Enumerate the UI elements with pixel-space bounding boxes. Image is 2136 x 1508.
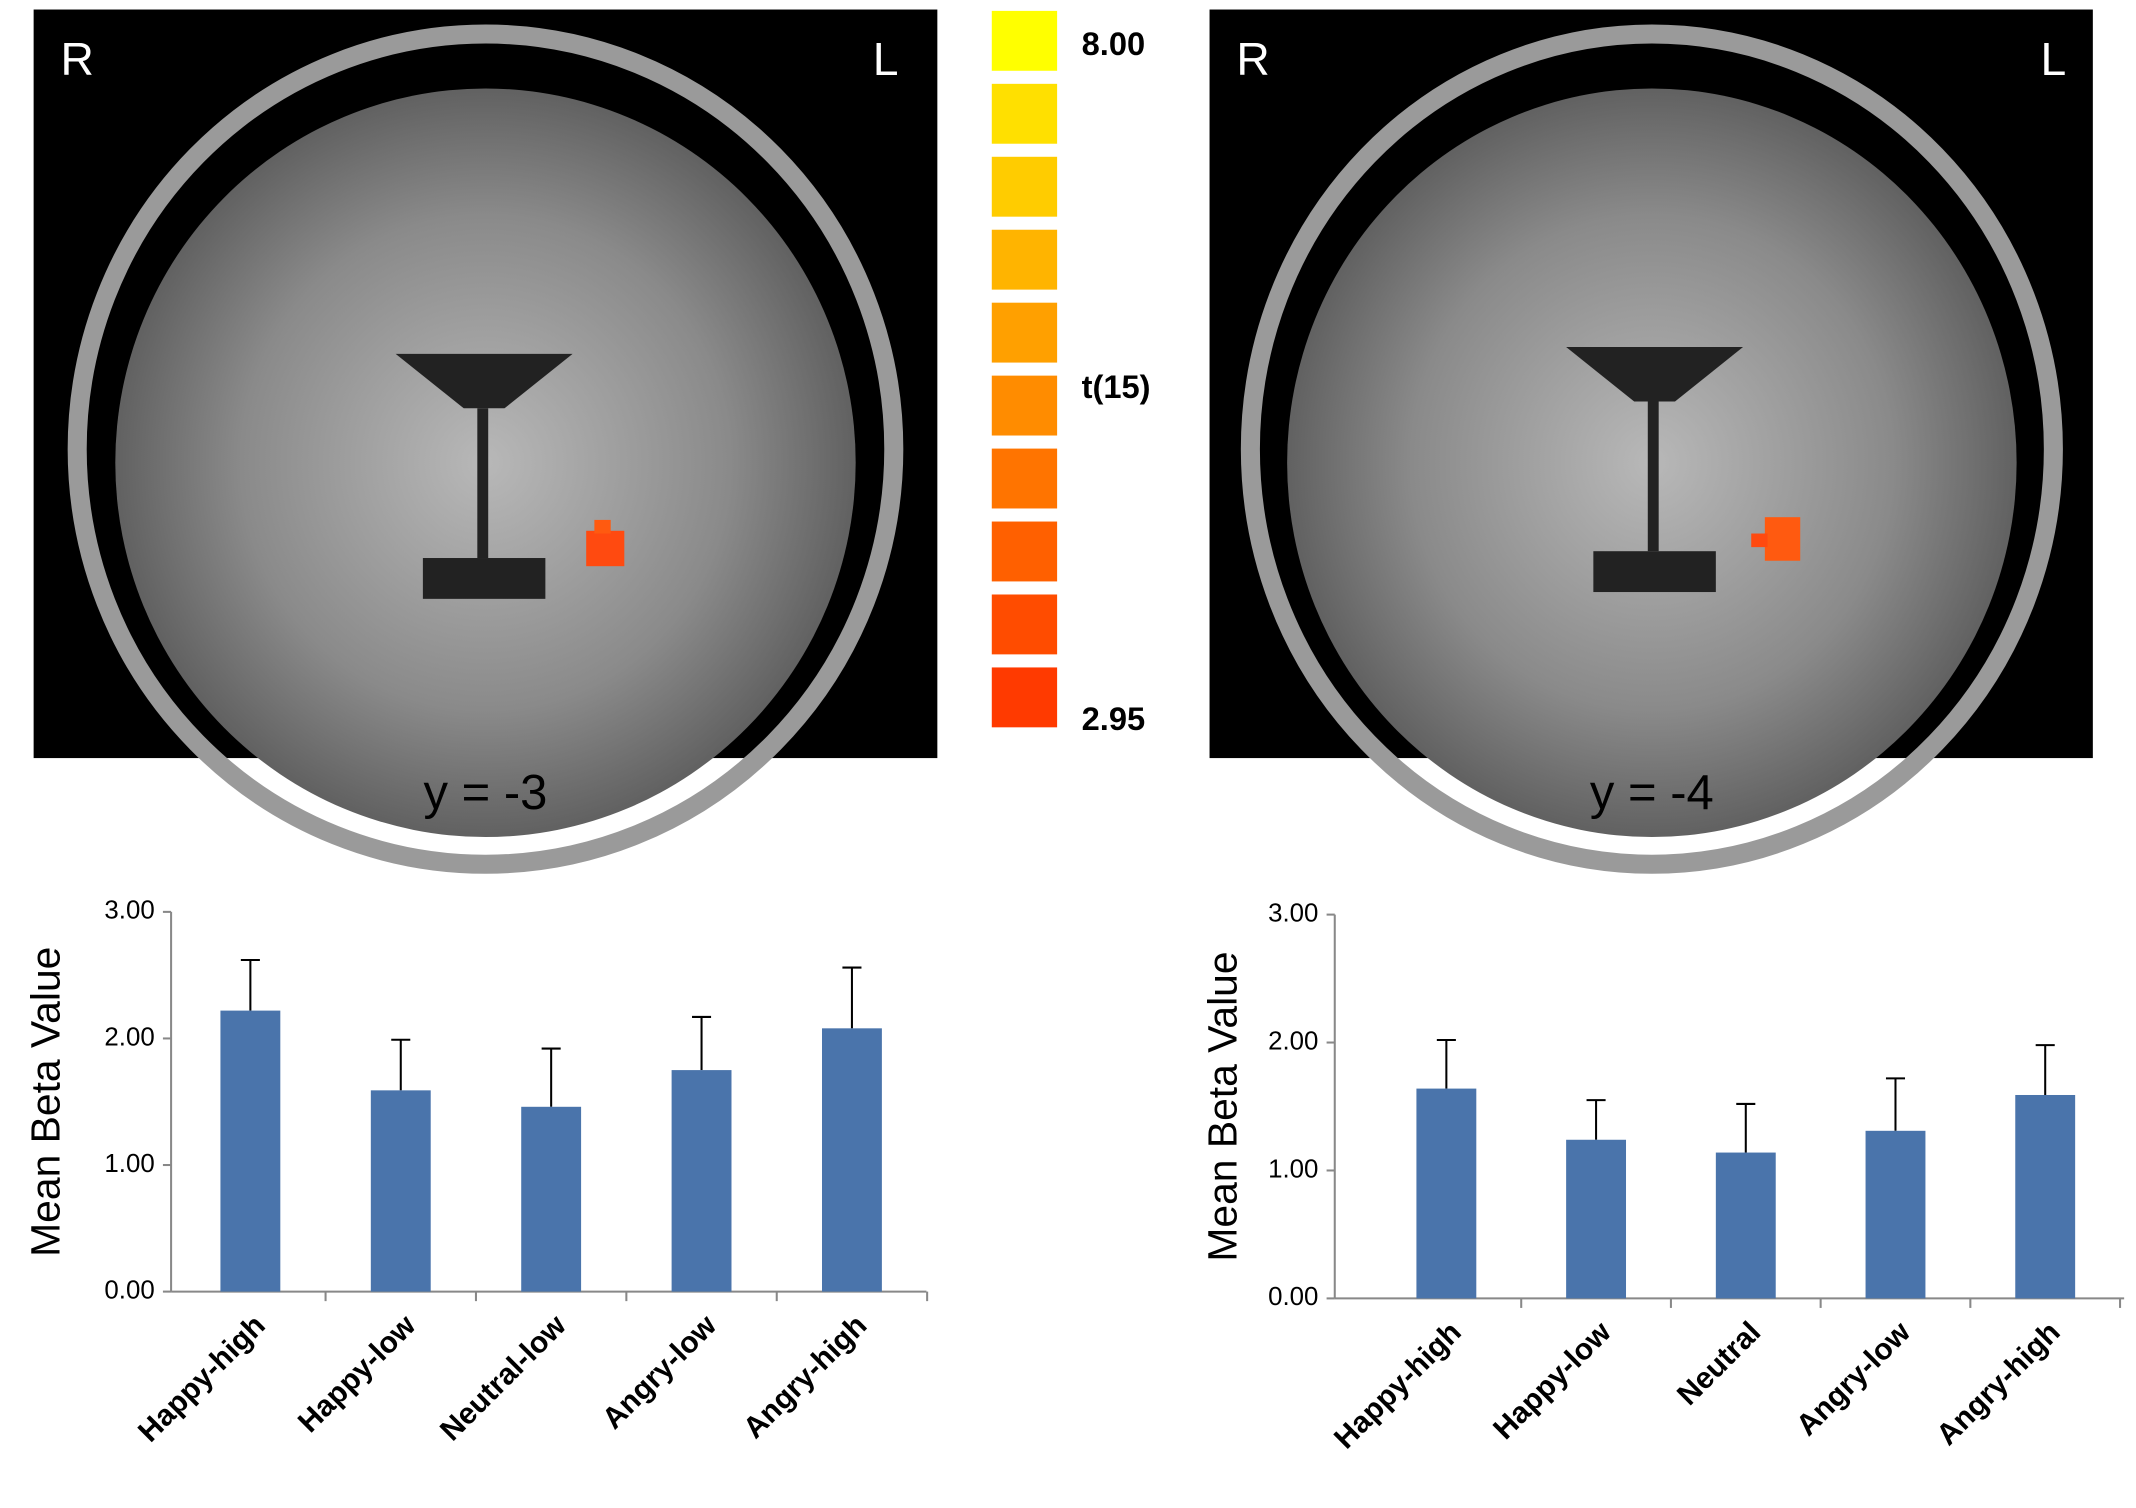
colorbar-swatch bbox=[991, 521, 1058, 582]
colorbar-swatch bbox=[991, 448, 1058, 509]
x-tick-label: Angry-high bbox=[737, 1309, 873, 1445]
x-tick-label: Angry-low bbox=[1790, 1315, 1917, 1442]
bar bbox=[821, 1028, 882, 1292]
y-tick-label: 3.00 bbox=[104, 897, 154, 925]
x-tick-label: Neutral-low bbox=[434, 1308, 573, 1447]
y-tick-label: 2.00 bbox=[1268, 1027, 1318, 1055]
orientation-label: R bbox=[60, 33, 93, 85]
colorbar-title: t(15) bbox=[1082, 368, 1151, 405]
y-tick-label: 3.00 bbox=[1268, 899, 1318, 927]
y-tick-label: 1.00 bbox=[1268, 1155, 1318, 1183]
colorbar-swatch bbox=[991, 156, 1058, 217]
bar bbox=[1715, 1152, 1776, 1299]
brain-image bbox=[1209, 9, 2093, 874]
colorbar-max-label: 8.00 bbox=[1082, 25, 1146, 62]
colorbar-swatch bbox=[991, 83, 1058, 144]
y-tick-label: 0.00 bbox=[1268, 1283, 1318, 1311]
x-tick-label: Happy-high bbox=[1328, 1316, 1468, 1456]
x-tick-label: Angry-high bbox=[1930, 1316, 2066, 1452]
bar bbox=[2015, 1094, 2076, 1299]
colorbar bbox=[991, 10, 1058, 728]
x-tick-label: Happy-high bbox=[132, 1309, 272, 1449]
x-tick-label: Angry-low bbox=[596, 1308, 723, 1435]
brain-image bbox=[33, 9, 938, 874]
y-tick-label: 2.00 bbox=[104, 1023, 154, 1051]
colorbar-swatch bbox=[991, 229, 1058, 290]
slice-caption: y = -3 bbox=[424, 766, 548, 820]
orientation-label: L bbox=[2041, 33, 2067, 85]
colorbar-swatch bbox=[991, 667, 1058, 728]
bar bbox=[370, 1090, 431, 1292]
orientation-label: R bbox=[1236, 33, 1269, 85]
bar bbox=[1566, 1139, 1627, 1299]
y-axis-label: Mean Beta Value bbox=[22, 947, 68, 1257]
colorbar-swatch bbox=[991, 302, 1058, 363]
bar bbox=[220, 1010, 281, 1292]
colorbar-swatch bbox=[991, 375, 1058, 436]
colorbar-swatch bbox=[991, 10, 1058, 71]
colorbar-min-label: 2.95 bbox=[1082, 700, 1146, 737]
y-tick-label: 1.00 bbox=[104, 1150, 154, 1178]
colorbar-swatch bbox=[991, 594, 1058, 655]
bar bbox=[671, 1070, 732, 1292]
y-tick-label: 0.00 bbox=[104, 1276, 154, 1304]
bar bbox=[1865, 1130, 1926, 1299]
y-axis-label: Mean Beta Value bbox=[1200, 951, 1246, 1261]
bar bbox=[1416, 1088, 1477, 1299]
bar bbox=[521, 1106, 582, 1292]
slice-caption: y = -4 bbox=[1590, 766, 1714, 820]
orientation-label: L bbox=[873, 33, 899, 85]
x-tick-label: Happy-low bbox=[292, 1308, 423, 1439]
x-tick-label: Neutral bbox=[1671, 1316, 1767, 1412]
x-tick-label: Happy-low bbox=[1487, 1315, 1618, 1446]
